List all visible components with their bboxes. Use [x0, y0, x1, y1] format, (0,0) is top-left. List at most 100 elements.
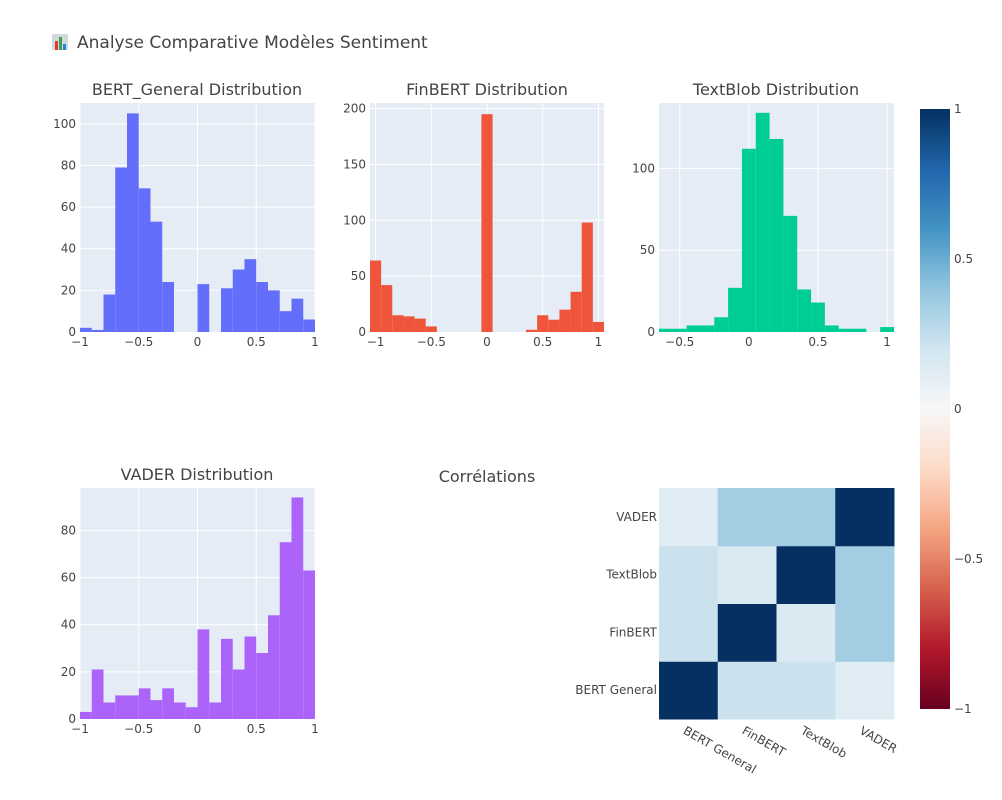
colorbar-tick-label: 0: [954, 402, 962, 416]
heatmap-cell: [835, 661, 895, 720]
bar: [880, 327, 894, 332]
bar: [115, 695, 127, 719]
heatmap-x-label: TextBlob: [798, 723, 850, 761]
heatmap-cell: [776, 661, 836, 720]
bar: [425, 326, 437, 332]
bar: [256, 282, 268, 332]
bar: [91, 669, 104, 719]
x-tick-label: 0.5: [533, 335, 552, 349]
heatmap-cell: [659, 661, 719, 720]
heatmap-cell: [776, 545, 836, 604]
y-tick-label: 40: [61, 618, 76, 632]
bar: [268, 290, 280, 332]
y-tick-label: 0: [358, 325, 366, 339]
heatmap-cell: [659, 488, 719, 547]
histogram-3: 0 50 100 −0.5 0 0.5 1 TextBlob Distribution: [632, 80, 894, 349]
bar: [162, 688, 174, 719]
heatmap-x-label: FinBERT: [740, 723, 789, 759]
bar: [232, 669, 245, 719]
colorbar: 1 0.5 0 −0.5 −1: [920, 102, 983, 716]
y-tick-label: 100: [53, 117, 76, 131]
x-tick-label: 1: [595, 335, 603, 349]
bar: [686, 325, 701, 332]
bar: [403, 316, 415, 332]
bar: [291, 298, 304, 332]
x-tick-label: 0: [194, 722, 202, 736]
x-tick-label: −0.5: [665, 335, 694, 349]
bar: [852, 328, 867, 332]
bar: [392, 315, 404, 332]
bar: [291, 497, 304, 719]
bar: [268, 615, 280, 719]
heatmap-y-label: TextBlob: [605, 568, 657, 582]
x-tick-label: −1: [71, 335, 89, 349]
x-tick-label: −1: [71, 722, 89, 736]
y-tick-label: 200: [343, 102, 366, 116]
bar: [824, 325, 839, 332]
bar: [526, 329, 538, 332]
bar: [244, 259, 257, 332]
bar: [103, 294, 116, 332]
y-tick-label: 0: [68, 712, 76, 726]
bar: [197, 629, 210, 719]
bar: [370, 260, 382, 332]
subplot-title: BERT_General Distribution: [92, 80, 302, 100]
bar: [150, 700, 163, 719]
bar: [811, 302, 825, 332]
bar: [127, 113, 139, 332]
bar: [138, 188, 151, 332]
heatmap-cell: [835, 488, 895, 547]
bar: [303, 570, 315, 719]
colorbar-tick-label: −1: [954, 702, 972, 716]
heatmap-cell: [835, 603, 895, 662]
heatmap-y-label: FinBERT: [609, 625, 657, 639]
bar: [659, 328, 673, 332]
bar: [138, 688, 151, 719]
x-tick-label: 0: [483, 335, 491, 349]
bar: [279, 542, 292, 719]
x-tick-label: 1: [311, 335, 319, 349]
subplot-title: TextBlob Distribution: [692, 80, 859, 99]
heatmap-cell: [717, 545, 777, 604]
bar: [197, 284, 210, 332]
y-tick-label: 80: [61, 158, 76, 172]
bar: [481, 114, 493, 332]
y-tick-label: 0: [68, 325, 76, 339]
bar: [115, 167, 127, 332]
y-tick-label: 80: [61, 523, 76, 537]
heatmap-y-label: VADER: [616, 510, 657, 524]
heatmap-cell: [776, 488, 836, 547]
y-tick-label: 20: [61, 283, 76, 297]
bar: [256, 653, 268, 719]
bar-chart-emoji-icon: [52, 34, 68, 50]
colorbar-tick-label: 0.5: [954, 252, 973, 266]
bar: [103, 702, 116, 719]
x-tick-label: 0.5: [247, 722, 266, 736]
figure-title: Analyse Comparative Modèles Sentiment: [52, 33, 428, 53]
bar: [672, 328, 687, 332]
bar: [592, 321, 604, 332]
bar: [548, 319, 560, 332]
bar: [570, 291, 582, 332]
x-tick-label: 1: [311, 722, 319, 736]
x-tick-label: 1: [883, 335, 891, 349]
bar: [769, 138, 784, 332]
heatmap-cell: [835, 545, 895, 604]
bar: [80, 327, 92, 332]
bar: [162, 282, 174, 332]
y-tick-label: 50: [640, 243, 655, 257]
bar: [244, 636, 257, 719]
x-tick-label: 0: [745, 335, 753, 349]
heatmap-x-label: VADER: [857, 723, 899, 756]
subplot-title: VADER Distribution: [121, 465, 274, 484]
bar: [797, 289, 812, 332]
heatmap-cell: [659, 545, 719, 604]
x-tick-label: 0.5: [247, 335, 266, 349]
x-tick-label: 0: [194, 335, 202, 349]
histogram-1: 0 20 40 60 80 100 −1 −0.5 0 0.5 1 BERT_General Dist…: [53, 80, 319, 349]
y-tick-label: 20: [61, 665, 76, 679]
figure-title-text: Analyse Comparative Modèles Sentiment: [77, 33, 428, 53]
bar: [174, 702, 186, 719]
